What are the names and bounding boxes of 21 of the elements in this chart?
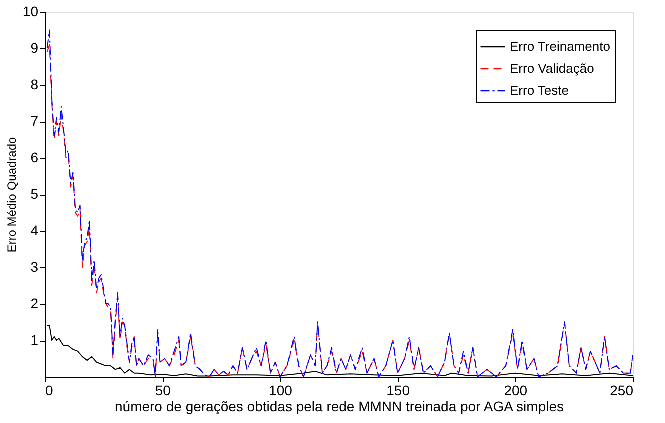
legend-label: Erro Validação: [510, 61, 594, 76]
y-tick-label: 3: [30, 259, 39, 275]
legend-label: Erro Teste: [510, 83, 570, 98]
y-tick-label: 1: [30, 332, 39, 348]
x-tick-label: 0: [46, 382, 54, 398]
y-tick-label: 5: [30, 186, 39, 202]
y-tick-label: 8: [30, 76, 39, 92]
y-tick-label: 2: [30, 296, 39, 312]
x-tick-label: 200: [504, 382, 528, 398]
x-axis-title: número de gerações obtidas pela rede MMNN treinada por AGA simples: [114, 398, 564, 414]
y-tick-label: 6: [30, 150, 39, 166]
x-tick-label: 100: [269, 382, 293, 398]
y-tick-label: 9: [30, 40, 39, 56]
x-tick-label: 150: [386, 382, 410, 398]
y-tick-label: 10: [22, 4, 39, 20]
x-tick-label: 50: [155, 382, 172, 398]
legend-label: Erro Treinamento: [510, 39, 610, 54]
x-tick-label: 250: [610, 382, 634, 398]
y-tick-label: 7: [30, 113, 39, 129]
y-axis-title: Erro Médio Quadrado: [4, 136, 19, 253]
y-tick-label: 4: [30, 222, 39, 238]
